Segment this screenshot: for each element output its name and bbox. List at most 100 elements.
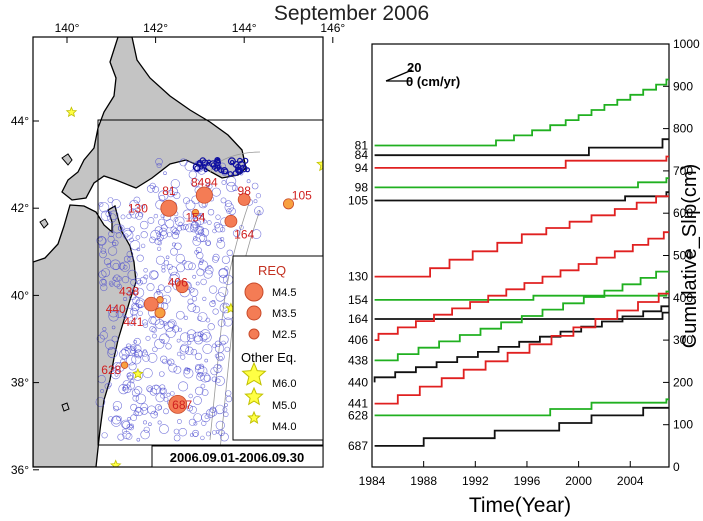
- background-event: [254, 206, 264, 216]
- background-event: [202, 219, 207, 224]
- background-event: [100, 210, 112, 221]
- background-event: [140, 407, 149, 415]
- background-event: [108, 311, 119, 322]
- background-event: [164, 285, 172, 293]
- background-event: [107, 346, 116, 355]
- background-event: [128, 320, 135, 326]
- req-label: 8494: [191, 175, 218, 189]
- background-event: [165, 255, 170, 260]
- background-event: [166, 263, 173, 270]
- background-event: [186, 334, 195, 342]
- background-event: [214, 353, 219, 358]
- req-event: [191, 208, 200, 217]
- background-event: [219, 274, 228, 284]
- background-event: [156, 163, 162, 169]
- background-event: [255, 193, 262, 199]
- background-event: [178, 428, 188, 437]
- background-event: [170, 179, 180, 189]
- background-event: [212, 308, 219, 315]
- background-event: [156, 231, 162, 237]
- background-event: [189, 287, 195, 293]
- background-event: [211, 255, 219, 263]
- recent-event: [214, 157, 221, 164]
- req-label: 441: [123, 315, 143, 329]
- background-event: [188, 170, 197, 179]
- background-event: [123, 227, 132, 237]
- background-event: [166, 392, 171, 397]
- background-event: [98, 270, 107, 279]
- background-event: [162, 358, 168, 365]
- background-event: [213, 222, 221, 229]
- background-event: [176, 338, 181, 343]
- background-event: [189, 405, 197, 414]
- background-event: [146, 283, 155, 292]
- background-event: [99, 331, 109, 340]
- background-event: [146, 184, 155, 193]
- background-event: [152, 346, 158, 353]
- background-event: [172, 232, 180, 240]
- background-event: [176, 263, 185, 273]
- background-event: [207, 265, 212, 269]
- background-event: [159, 424, 169, 434]
- background-event: [207, 184, 213, 189]
- background-event: [218, 356, 223, 361]
- background-event: [221, 180, 227, 185]
- background-event: [207, 220, 212, 225]
- background-event: [193, 236, 198, 241]
- background-event: [176, 310, 185, 320]
- other-quake-star-icon: [346, 160, 356, 169]
- background-event: [135, 235, 141, 240]
- background-event: [226, 249, 234, 257]
- req-label: 440: [106, 302, 126, 316]
- background-event: [202, 343, 213, 354]
- background-event: [108, 230, 115, 238]
- other-quake-star-icon: [65, 106, 78, 118]
- map-legend: REQ M4.5 M3.5 M2.5 Other Eq. M6.0 M5.0 M…: [232, 255, 324, 441]
- background-event: [182, 209, 193, 220]
- legend-star-icon: [241, 361, 267, 386]
- background-event: [190, 178, 200, 188]
- background-event: [156, 290, 161, 295]
- background-event: [111, 335, 119, 343]
- background-event: [121, 354, 128, 360]
- background-event: [226, 176, 237, 187]
- req-label: 628: [101, 363, 121, 377]
- background-event: [160, 355, 168, 363]
- background-event: [123, 307, 134, 318]
- background-event: [170, 247, 178, 256]
- background-event: [140, 220, 149, 230]
- background-event: [101, 268, 110, 277]
- req-event: [160, 199, 178, 217]
- legend-star-icon: [244, 386, 264, 406]
- background-event: [149, 236, 156, 244]
- req-label: 154: [185, 210, 205, 224]
- background-event: [159, 384, 166, 391]
- background-event: [128, 425, 134, 431]
- background-event: [100, 248, 107, 254]
- background-event: [143, 426, 150, 433]
- background-event: [135, 277, 142, 284]
- background-event: [199, 258, 205, 263]
- background-event: [108, 280, 114, 286]
- background-event: [197, 372, 203, 378]
- background-event: [113, 405, 119, 412]
- background-event: [123, 315, 127, 319]
- background-event: [134, 352, 139, 358]
- background-event: [107, 347, 118, 359]
- background-event: [160, 339, 165, 344]
- req-label: 105: [292, 188, 312, 202]
- background-event: [209, 406, 217, 413]
- background-event: [232, 229, 241, 237]
- background-event: [176, 419, 182, 424]
- lon-tick-label: 140°: [55, 21, 80, 35]
- background-event: [200, 278, 207, 286]
- recent-event: [237, 157, 243, 164]
- other-quake-star-icon: [316, 158, 323, 172]
- background-event: [215, 404, 225, 415]
- background-event: [192, 429, 200, 437]
- background-event: [142, 368, 153, 379]
- background-event: [161, 224, 168, 231]
- background-event: [185, 200, 196, 210]
